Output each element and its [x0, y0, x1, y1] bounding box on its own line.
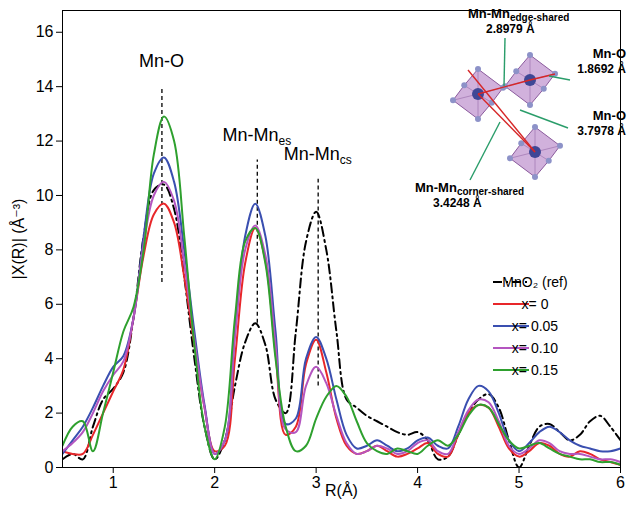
svg-text:8: 8 [45, 241, 54, 258]
svg-text:Mn-O: Mn-O [593, 108, 626, 123]
svg-text:0: 0 [45, 459, 54, 476]
svg-text:MnO₂ (ref): MnO₂ (ref) [502, 274, 567, 290]
svg-text:Mn-Mncorner-shared: Mn-Mncorner-shared [415, 180, 524, 197]
svg-text:Mn-O: Mn-O [593, 46, 626, 61]
svg-text:4: 4 [413, 474, 422, 491]
svg-text:x= 0.15: x= 0.15 [512, 362, 559, 378]
svg-text:1.8692 Å: 1.8692 Å [577, 61, 626, 76]
svg-text:5: 5 [515, 474, 524, 491]
svg-text:x= 0: x= 0 [522, 296, 549, 312]
svg-text:3: 3 [312, 474, 321, 491]
svg-text:Mn-Mnes: Mn-Mnes [222, 125, 291, 148]
svg-text:x= 0.05: x= 0.05 [512, 318, 559, 334]
svg-text:Mn-Mnedge-shared: Mn-Mnedge-shared [468, 6, 569, 23]
svg-text:1: 1 [109, 474, 118, 491]
svg-text:Mn-Mncs: Mn-Mncs [284, 144, 352, 167]
svg-text:16: 16 [36, 23, 54, 40]
svg-text:10: 10 [36, 187, 54, 204]
svg-text:4: 4 [45, 350, 54, 367]
svg-text:6: 6 [45, 295, 54, 312]
svg-text:12: 12 [36, 132, 54, 149]
svg-text:x= 0.10: x= 0.10 [512, 340, 559, 356]
svg-text:2: 2 [210, 474, 219, 491]
svg-text:3.7978 Å: 3.7978 Å [577, 123, 626, 138]
svg-text:|X(R)| (Å⁻³): |X(R)| (Å⁻³) [9, 199, 27, 280]
svg-text:Mn-O: Mn-O [139, 51, 184, 71]
svg-text:6: 6 [616, 474, 625, 491]
svg-text:2.8979 Å: 2.8979 Å [486, 21, 535, 36]
svg-text:R(Å): R(Å) [325, 481, 358, 499]
svg-text:2: 2 [45, 404, 54, 421]
svg-text:14: 14 [36, 78, 54, 95]
svg-text:3.4248 Å: 3.4248 Å [433, 195, 482, 210]
